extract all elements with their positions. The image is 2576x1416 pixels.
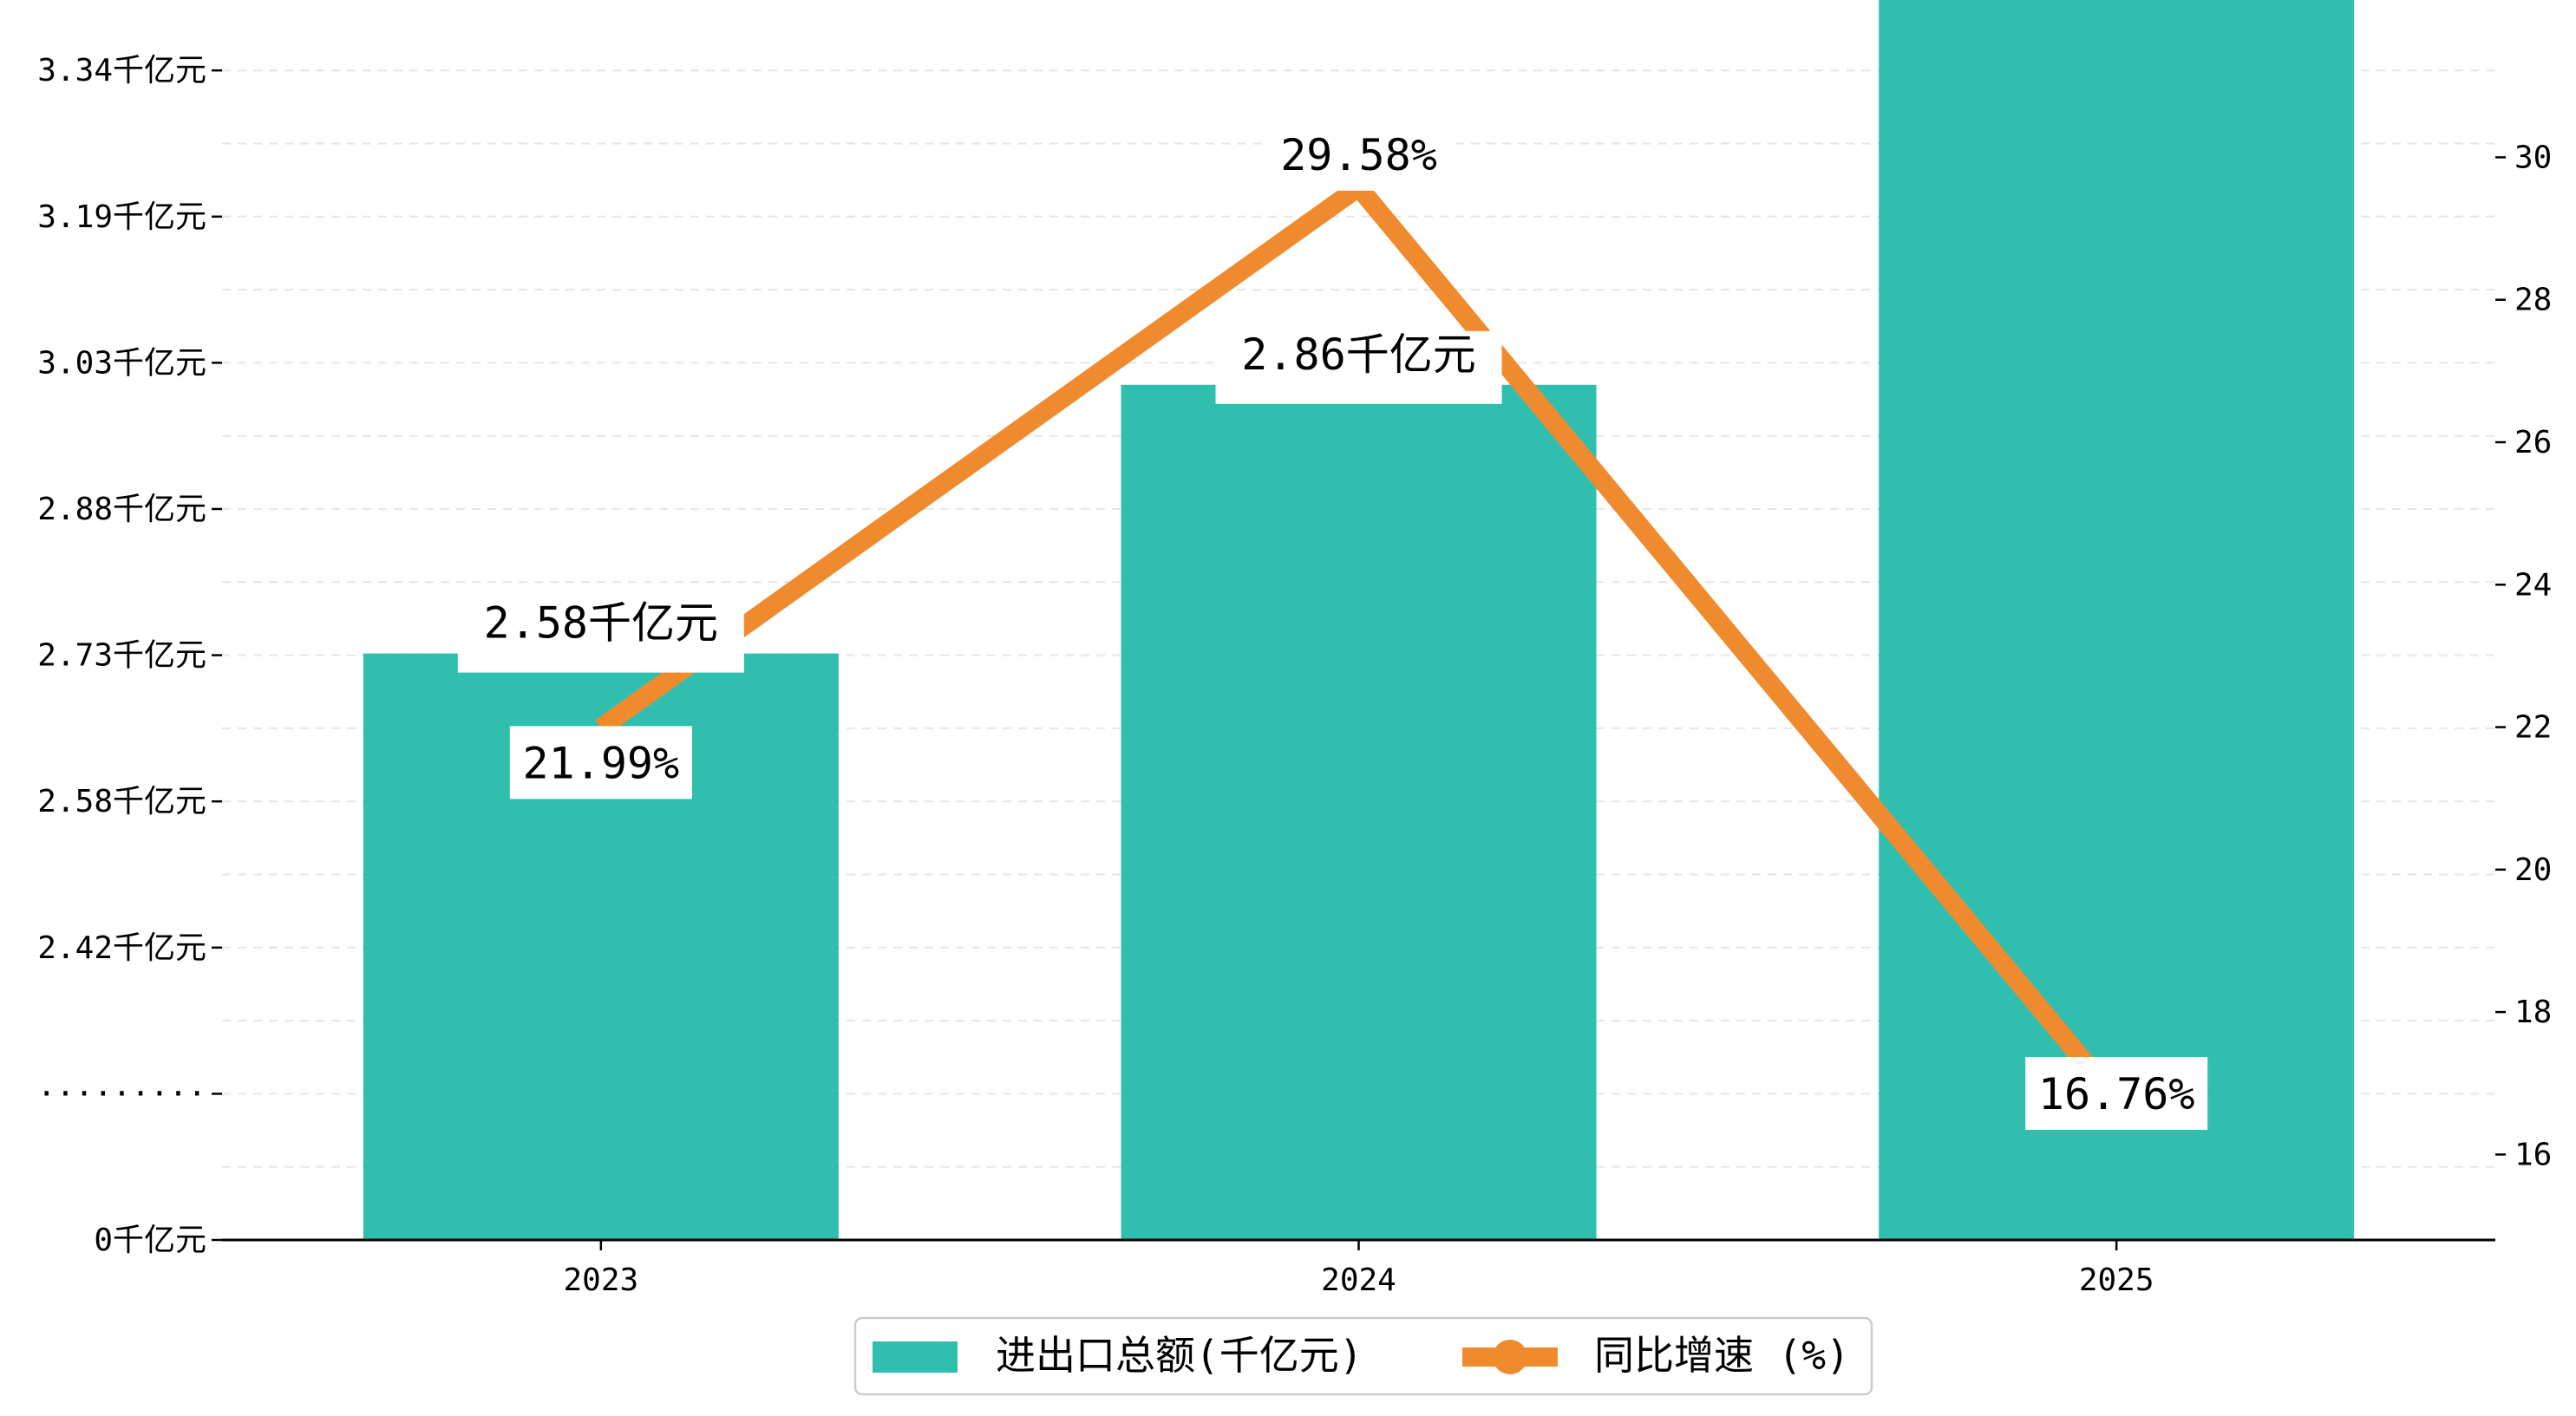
line-label-box	[2025, 1057, 2208, 1130]
bar-label-box	[457, 599, 744, 673]
legend-swatch-marker	[1493, 1340, 1527, 1374]
left-axis-tick-label: 3.03千亿元	[37, 345, 206, 381]
line-label-box	[509, 726, 692, 799]
left-axis-tick-label: 3.34千亿元	[37, 53, 206, 88]
line-label-box	[1267, 117, 1450, 191]
right-axis-tick-label: 30	[2514, 140, 2552, 175]
left-axis-tick-label: 0千亿元	[94, 1223, 206, 1258]
bar	[1879, 0, 2355, 1241]
legend-label-bar: 进出口总额(千亿元)	[996, 1332, 1363, 1379]
right-axis-tick-label: 16	[2514, 1137, 2552, 1172]
bar-value-label: 2.58千亿元	[484, 598, 718, 649]
bar	[1121, 384, 1597, 1240]
legend-label-line: 同比增速 (%)	[1594, 1332, 1850, 1379]
line-value-label: 29.58%	[1280, 130, 1437, 180]
left-axis-tick-label: 2.73千亿元	[37, 638, 206, 674]
bar-label-box	[1215, 330, 1502, 404]
right-axis-tick-label: 28	[2514, 283, 2552, 318]
right-axis-tick-label: 24	[2514, 567, 2552, 603]
left-axis-tick-label: ·········	[37, 1076, 206, 1112]
legend-swatch-bar	[873, 1341, 958, 1373]
left-axis-tick-label: 3.19千亿元	[37, 199, 206, 235]
left-axis-tick-label: 2.42千亿元	[37, 930, 206, 966]
left-axis-tick-label: 2.58千亿元	[37, 784, 206, 819]
right-axis-tick-label: 26	[2514, 425, 2552, 460]
bar-value-label: 2.86千亿元	[1241, 330, 1475, 380]
x-axis-tick-label: 2023	[563, 1263, 638, 1298]
x-axis-tick-label: 2024	[1321, 1263, 1396, 1298]
right-axis-tick-label: 18	[2514, 995, 2552, 1030]
line-value-label: 21.99%	[523, 738, 680, 788]
line-value-label: 16.76%	[2038, 1069, 2195, 1119]
right-axis-tick-label: 20	[2514, 852, 2552, 888]
right-axis-tick-label: 22	[2514, 710, 2552, 746]
x-axis-tick-label: 2025	[2079, 1263, 2154, 1298]
left-axis-tick-label: 2.88千亿元	[37, 492, 206, 527]
legend-box	[853, 1316, 1873, 1396]
